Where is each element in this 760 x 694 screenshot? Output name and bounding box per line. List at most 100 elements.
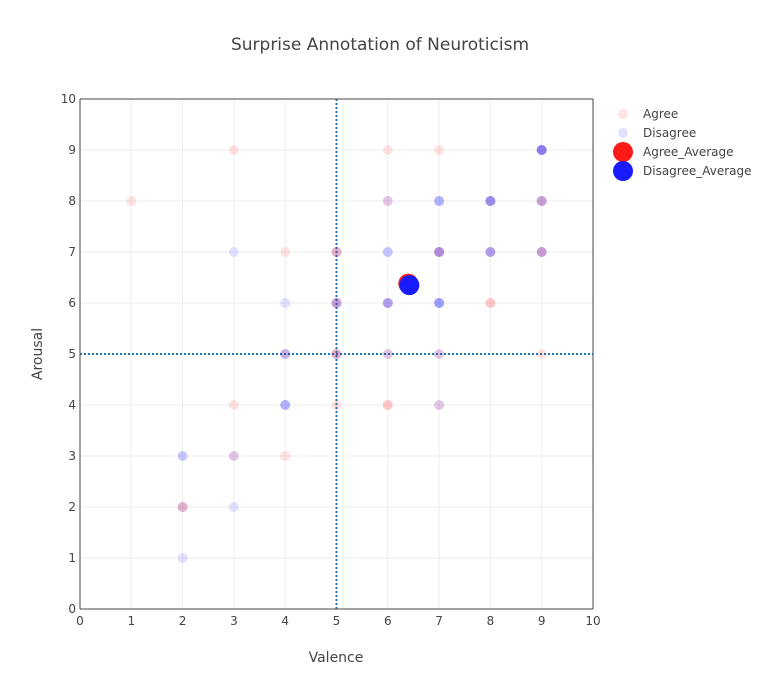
data-point-disagree [280, 400, 291, 410]
x-tick-label: 6 [384, 614, 392, 628]
data-point-disagree [177, 451, 188, 461]
data-point-disagree [228, 247, 239, 257]
data-point-disagree [434, 247, 445, 257]
data-point-disagree [434, 196, 445, 206]
data-point-agree [280, 247, 291, 257]
y-tick-label: 1 [68, 551, 76, 565]
data-point-agree [331, 247, 342, 257]
y-tick-label: 8 [68, 194, 76, 208]
legend-marker-disagree-average [613, 161, 633, 181]
legend-label-agree-average: Agree_Average [643, 145, 734, 159]
data-point-disagree [485, 247, 496, 257]
data-point-agree [485, 247, 496, 257]
legend-marker-agree [618, 109, 628, 119]
data-point-agree [536, 349, 547, 359]
data-point-disagree [280, 400, 291, 410]
data-point-agree [382, 400, 393, 410]
data-point-agree [485, 298, 496, 308]
y-tick-label: 9 [68, 143, 76, 157]
data-point-disagree [280, 349, 291, 359]
data-point-disagree [434, 247, 445, 257]
data-point-disagree [485, 196, 496, 206]
data-point-agree [434, 400, 445, 410]
data-point-disagree [434, 400, 445, 410]
y-tick-label: 2 [68, 500, 76, 514]
data-point-disagree [434, 298, 445, 308]
data-point-agree [331, 400, 342, 410]
data-point-disagree [177, 502, 188, 512]
data-point-disagree [331, 349, 342, 359]
data-point-disagree [280, 298, 291, 308]
data-point-disagree [434, 298, 445, 308]
data-point-agree [280, 451, 291, 461]
data-point-disagree [382, 298, 393, 308]
data-point-disagree [280, 400, 291, 410]
y-tick-label: 4 [68, 398, 76, 412]
y-axis-label: Arousal [30, 328, 46, 380]
data-point-agree [382, 298, 393, 308]
data-point-agree [382, 400, 393, 410]
data-point-disagree [331, 247, 342, 257]
data-point-agree [126, 196, 137, 206]
data-point-agree [177, 502, 188, 512]
data-point-agree [228, 145, 239, 155]
data-point-disagree [228, 502, 239, 512]
data-point-agree [331, 349, 342, 359]
data-point-agree [331, 298, 342, 308]
data-point-disagree [228, 451, 239, 461]
x-tick-label: 8 [487, 614, 495, 628]
data-point-disagree [485, 196, 496, 206]
data-point-agree [536, 196, 547, 206]
data-point-agree [485, 298, 496, 308]
data-point-agree [536, 247, 547, 257]
data-point-disagree [485, 247, 496, 257]
x-tick-label: 2 [179, 614, 187, 628]
data-point-disagree [382, 247, 393, 257]
data-point-disagree [536, 145, 547, 155]
x-tick-label: 10 [585, 614, 600, 628]
data-point-agree [382, 349, 393, 359]
data-point-agree [485, 196, 496, 206]
data-point-disagree [536, 145, 547, 155]
data-point-agree [382, 145, 393, 155]
data-point-agree [536, 196, 547, 206]
y-tick-label: 3 [68, 449, 76, 463]
data-point-agree [228, 451, 239, 461]
x-tick-label: 4 [281, 614, 289, 628]
x-tick-label: 5 [333, 614, 341, 628]
data-point-disagree [177, 451, 188, 461]
data-point-agree [331, 298, 342, 308]
data-point-disagree-average [399, 275, 420, 296]
data-point-disagree [382, 298, 393, 308]
y-tick-label: 7 [68, 245, 76, 259]
y-tick-label: 0 [68, 602, 76, 616]
data-point-disagree [536, 196, 547, 206]
data-point-agree [228, 400, 239, 410]
x-tick-label: 7 [435, 614, 443, 628]
data-point-agree [382, 196, 393, 206]
legend-label-disagree-average: Disagree_Average [643, 164, 752, 178]
data-point-agree [434, 145, 445, 155]
x-tick-label: 3 [230, 614, 238, 628]
data-point-disagree [434, 349, 445, 359]
data-point-agree [177, 502, 188, 512]
legend-label-agree: Agree [643, 107, 678, 121]
data-point-disagree [177, 553, 188, 563]
data-point-disagree [485, 196, 496, 206]
data-point-disagree [434, 298, 445, 308]
data-point-disagree [536, 247, 547, 257]
data-point-agree [434, 247, 445, 257]
data-point-disagree [536, 145, 547, 155]
x-tick-label: 1 [127, 614, 135, 628]
x-tick-label: 0 [76, 614, 84, 628]
y-tick-label: 6 [68, 296, 76, 310]
legend-marker-disagree [618, 128, 628, 138]
data-point-agree [331, 349, 342, 359]
data-point-disagree [485, 247, 496, 257]
data-point-disagree [382, 298, 393, 308]
data-point-disagree [434, 247, 445, 257]
data-point-disagree [280, 349, 291, 359]
x-tick-label: 9 [538, 614, 546, 628]
